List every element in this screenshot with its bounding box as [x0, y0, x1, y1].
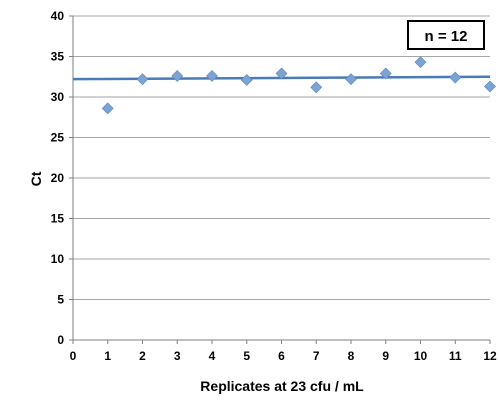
axes [69, 15, 491, 344]
x-tick-label-9: 9 [382, 349, 389, 363]
x-tick-label-8: 8 [348, 349, 355, 363]
annotation-box [407, 20, 485, 50]
data-point-3 [171, 70, 184, 82]
x-tick-label-7: 7 [313, 349, 320, 363]
y-axis-title: Ct [28, 171, 44, 186]
x-tick-label-5: 5 [243, 349, 250, 363]
data-point-6 [275, 67, 288, 80]
x-tick-label-0: 0 [70, 349, 77, 363]
data-point-12 [484, 80, 496, 93]
data-point-11 [449, 71, 462, 84]
y-tick-label-40: 40 [51, 9, 65, 23]
y-tick-label-5: 5 [57, 293, 64, 307]
x-tick-label-6: 6 [278, 349, 285, 363]
y-tick-label-15: 15 [51, 212, 65, 226]
data-point-1 [101, 102, 114, 115]
data-point-7 [310, 81, 323, 94]
gridlines [73, 15, 490, 300]
y-tick-label-10: 10 [51, 252, 65, 266]
y-tick-label-25: 25 [51, 131, 65, 145]
y-tick-label-30: 30 [51, 90, 65, 104]
data-point-8 [345, 73, 357, 86]
annotation-text: n = 12 [425, 28, 468, 45]
data-points [101, 56, 496, 115]
y-tick-label-0: 0 [57, 333, 64, 347]
data-point-4 [206, 70, 218, 82]
x-tick-label-12: 12 [483, 349, 497, 363]
data-point-10 [414, 56, 427, 69]
x-tick-label-10: 10 [414, 349, 428, 363]
x-axis-title: Replicates at 23 cfu / mL [200, 378, 364, 394]
data-point-5 [240, 74, 253, 86]
x-tick-label-11: 11 [449, 349, 462, 363]
data-point-2 [136, 73, 149, 86]
x-tick-label-2: 2 [139, 349, 146, 363]
y-tick-label-20: 20 [51, 171, 65, 185]
y-tick-label-35: 35 [51, 50, 65, 64]
annotation: n = 12 [407, 20, 485, 50]
x-tick-label-3: 3 [174, 349, 181, 363]
data-point-9 [379, 67, 392, 80]
x-tick-label-1: 1 [104, 349, 111, 363]
x-tick-label-4: 4 [209, 349, 216, 363]
